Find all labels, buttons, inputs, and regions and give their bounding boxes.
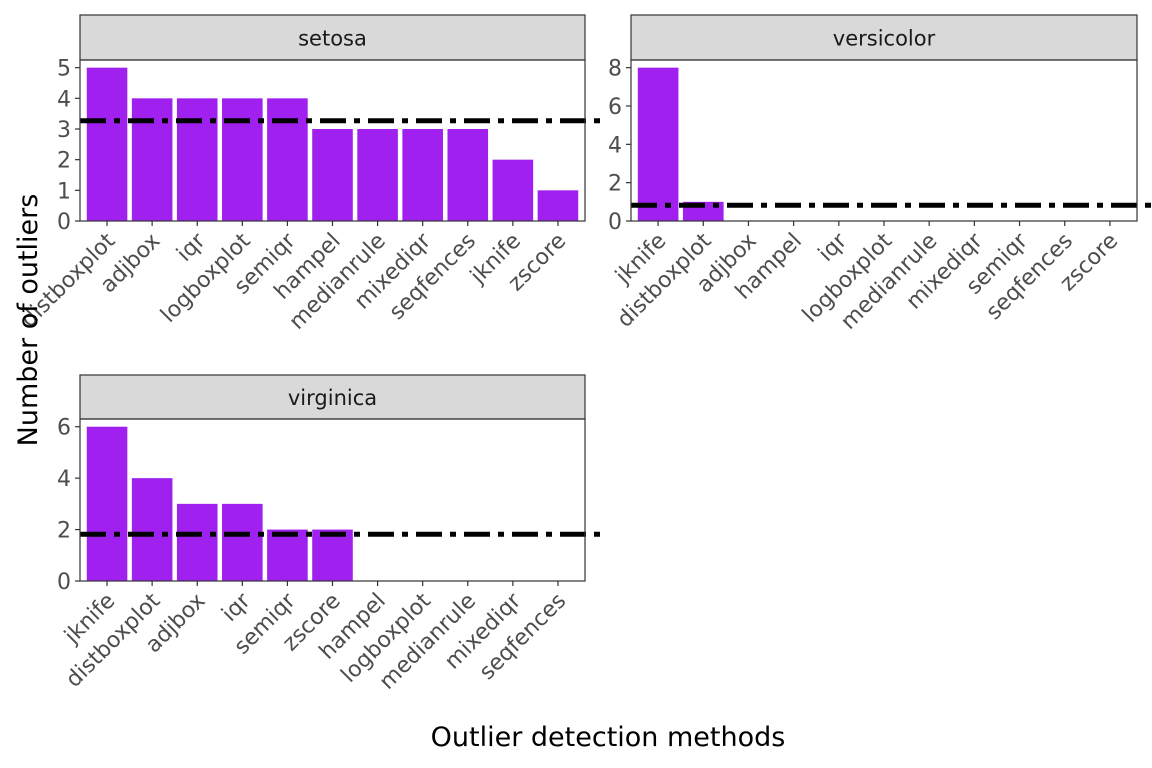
x-axis-title: Outlier detection methods — [431, 722, 786, 753]
facet-strip-label: setosa — [298, 27, 367, 51]
bar-seqfences — [447, 129, 489, 221]
y-tick-label: 1 — [57, 179, 71, 204]
y-tick-label: 2 — [57, 519, 71, 544]
bar-distboxplot — [86, 67, 128, 222]
bar-jknife — [492, 159, 534, 221]
facet-strip-label: versicolor — [833, 27, 936, 51]
bar-jknife — [86, 426, 128, 581]
y-tick-label: 4 — [57, 467, 71, 492]
y-tick-label: 3 — [57, 118, 71, 143]
bar-zscore — [312, 529, 353, 581]
bar-iqr — [176, 98, 218, 221]
y-tick-label: 4 — [57, 87, 71, 112]
bar-adjbox — [176, 503, 218, 581]
y-tick-label: 2 — [57, 149, 71, 174]
panel-border — [630, 59, 1138, 222]
bar-semiqr — [267, 529, 308, 581]
bar-logboxplot — [222, 98, 263, 221]
bar-iqr — [222, 503, 263, 581]
bar-distboxplot — [131, 478, 173, 581]
facet-strip — [79, 14, 586, 61]
bar-semiqr — [267, 98, 308, 221]
y-tick-label: 6 — [57, 416, 71, 441]
bar-mixediqr — [402, 129, 443, 221]
y-axis-title: Number of outliers — [13, 194, 44, 447]
bar-jknife — [637, 67, 679, 222]
y-tick-label: 0 — [57, 210, 71, 235]
y-tick-label: 2 — [608, 172, 622, 197]
y-tick-label: 5 — [57, 57, 71, 82]
y-tick-label: 8 — [608, 57, 622, 82]
bar-hampel — [312, 129, 353, 221]
facet-strip-label: virginica — [288, 386, 377, 410]
y-tick-label: 0 — [608, 210, 622, 235]
facet-panel-versicolor: versicolor02468jknifedistboxplotadjboxha… — [608, 14, 1152, 335]
bar-zscore — [537, 190, 579, 221]
y-tick-label: 6 — [608, 95, 622, 120]
facet-strip — [79, 374, 586, 420]
facet-strip — [630, 14, 1138, 61]
bar-medianrule — [357, 129, 398, 221]
bar-adjbox — [131, 98, 173, 221]
y-tick-label: 4 — [608, 133, 622, 158]
y-tick-label: 0 — [57, 570, 71, 595]
